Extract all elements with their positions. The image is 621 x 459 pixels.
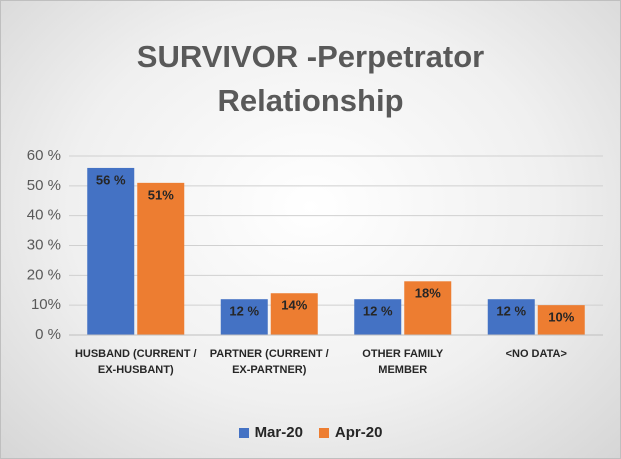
data-label: 51% [148,187,174,202]
legend-swatch [238,427,249,438]
bar [137,182,185,335]
legend-item: Apr-20 [318,424,383,441]
bar [87,167,135,335]
data-label: 14% [281,298,307,313]
legend-item: Mar-20 [238,424,303,441]
y-tick-label: 10% [31,296,61,313]
y-tick-label: 60 % [27,147,61,164]
chart-title-box: SURVIVOR -Perpetrator Relationship [1,35,620,123]
legend-swatch [318,427,329,438]
x-tick-label: <NO DATA> [505,348,567,360]
bar [220,299,268,335]
y-tick-label: 50 % [27,177,61,194]
bar [354,299,402,335]
data-label: 18% [415,286,441,301]
x-tick-label: OTHER FAMILY MEMBER [362,348,444,376]
data-label: 12 % [363,304,393,319]
bar [487,299,535,335]
legend-label: Apr-20 [334,424,383,441]
bar [537,305,585,335]
data-label: 12 % [496,304,526,319]
data-label: 56 % [96,172,126,187]
bar [404,281,452,335]
data-label: 12 % [229,304,259,319]
data-label: 10% [548,310,574,325]
legend: Mar-20 Apr-20 [1,424,620,442]
bar [270,293,318,335]
y-tick-label: 40 % [27,207,61,224]
y-tick-label: 20 % [27,266,61,283]
legend-label: Mar-20 [254,424,303,441]
x-tick-label: PARTNER (CURRENT / EX-PARTNER) [209,348,329,376]
x-tick-label: HUSBAND (CURRENT / EX-HUSBANT) [74,348,197,376]
y-tick-label: 0 % [35,326,61,343]
y-tick-label: 30 % [27,236,61,253]
chart-title: SURVIVOR -Perpetrator Relationship [136,39,485,118]
